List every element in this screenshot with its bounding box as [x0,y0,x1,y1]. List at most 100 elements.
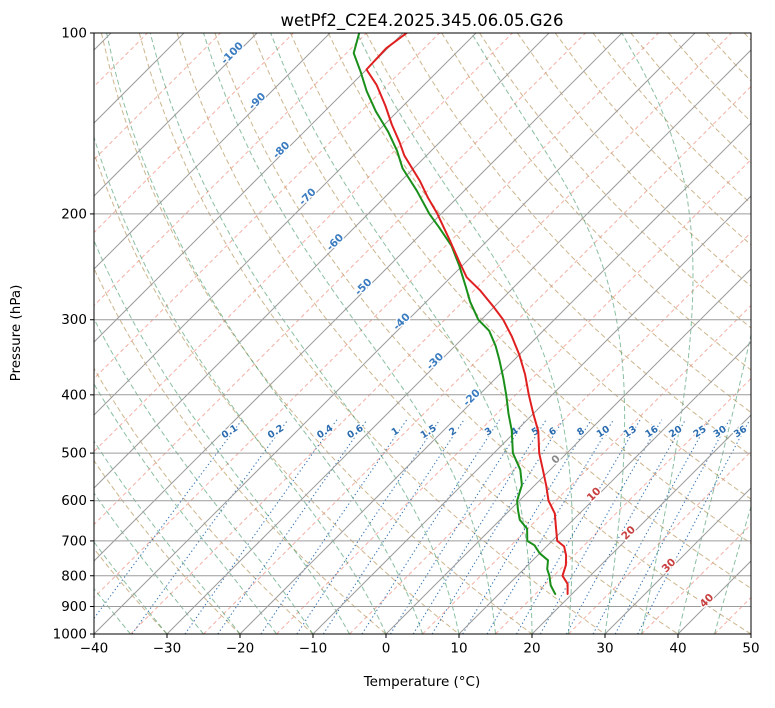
dry-adiabat-line [516,33,751,287]
dry-adiabat-line [94,459,241,634]
minor-isotherm-line [94,33,367,307]
y-tick-label: 900 [61,599,87,615]
isotherm-label: 40 [697,591,716,610]
dry-adiabat-line [630,33,751,164]
axis-ticks [90,32,752,638]
dry-adiabat-line [94,267,387,634]
mixing-ratio-lines [94,419,751,634]
y-tick-label: 600 [61,493,87,509]
isotherm-lines [94,33,751,634]
minor-isotherm-line [641,523,751,634]
minor-isotherm-line [568,450,751,634]
mixing-ratio-line [296,419,441,634]
minor-isotherm-line [276,158,751,634]
minor-isotherm-line [94,33,659,599]
mixing-ratio-label: 20 [667,424,684,441]
y-tick-label: 500 [61,446,87,462]
dry-adiabat-lines [94,33,751,634]
isotherm-label: -60 [324,232,346,254]
x-tick-label: 10 [450,641,467,657]
x-axis-label: Temperature (°C) [363,674,481,690]
mixing-ratio-line [361,419,500,634]
isotherm-line [312,195,751,634]
mixing-ratio-line [431,419,564,634]
isotherm-label: -40 [391,311,413,333]
dry-adiabat-line [706,33,751,82]
y-tick-label: 200 [61,206,87,222]
moist-adiabat-line [714,504,751,634]
moist-adiabat-line [149,33,460,634]
moist-adiabat-line [106,33,423,634]
isotherm-line [239,122,751,634]
temperature-profile-line [365,33,569,595]
isotherm-label: 30 [660,556,679,575]
moist-adiabat-line [203,33,496,634]
minor-isotherm-line [422,304,751,634]
isotherm-line [750,633,751,634]
plot-frame [93,32,752,635]
isotherm-line [94,33,696,634]
mixing-ratio-label: 25 [691,424,708,440]
x-tick-label: 50 [742,641,759,657]
mixing-ratio-label: 0.2 [266,423,286,441]
minor-isotherm-line [714,596,751,634]
dry-adiabat-line [327,33,751,500]
minor-isotherm-line [94,33,513,453]
isotherm-line [604,487,751,634]
mixing-ratio-line [637,419,751,634]
isotherm-line [94,33,258,197]
isotherm-label: -80 [271,139,293,161]
minor-isotherm-lines [94,33,751,634]
moist-adiabat-line [94,383,277,634]
minor-isotherm-line [203,85,751,634]
moist-adiabat-line [677,332,751,634]
x-tick-label: 20 [523,641,540,657]
y-tick-label: 400 [61,387,87,403]
mixing-ratio-line [592,419,710,634]
dry-adiabat-line [94,547,168,634]
minor-isotherm-line [130,33,732,634]
x-tick-label: −20 [226,641,255,657]
isotherm-line [531,414,751,634]
dry-adiabat-line [252,33,751,589]
mixing-ratio-line [131,419,289,634]
pressure-gridlines [94,33,751,634]
dry-adiabat-line [668,33,751,123]
moist-adiabat-line [94,135,387,634]
isotherm-line [458,341,751,634]
y-tick-label: 800 [61,568,87,584]
mixing-ratio-line [566,419,686,634]
x-tick-label: −40 [80,641,109,657]
sounding-profiles [352,33,569,595]
isotherm-line [94,33,550,489]
y-tick-label: 700 [61,533,87,549]
isotherm-line [94,33,477,416]
y-tick-label: 100 [61,26,87,42]
mixing-ratio-line [322,419,465,634]
moist-adiabat-line [94,317,314,634]
mixing-ratio-line [539,419,663,634]
mixing-ratio-line [516,419,641,634]
dry-adiabat-line [100,33,533,634]
isotherm-line [385,268,751,634]
mixing-ratio-label: 2 [447,426,459,439]
isotherm-label: -50 [353,276,375,298]
isotherm-label: 20 [619,524,638,543]
mixing-ratio-line [260,419,408,634]
dry-adiabat-line [554,33,751,246]
moist-adiabat-line [94,239,350,634]
mixing-ratio-line [184,419,338,634]
dry-adiabat-line [403,33,751,414]
y-tick-label: 1000 [53,627,87,643]
dry-adiabat-line [176,33,679,634]
isotherm-line [94,33,623,562]
dry-adiabat-line [479,33,751,329]
dry-adiabat-line [743,33,751,41]
isotherm-label: -90 [246,90,268,112]
x-tick-label: 40 [669,641,686,657]
dry-adiabat-line [441,33,751,371]
minor-isotherm-line [94,33,294,234]
mixing-ratio-line [94,419,243,620]
